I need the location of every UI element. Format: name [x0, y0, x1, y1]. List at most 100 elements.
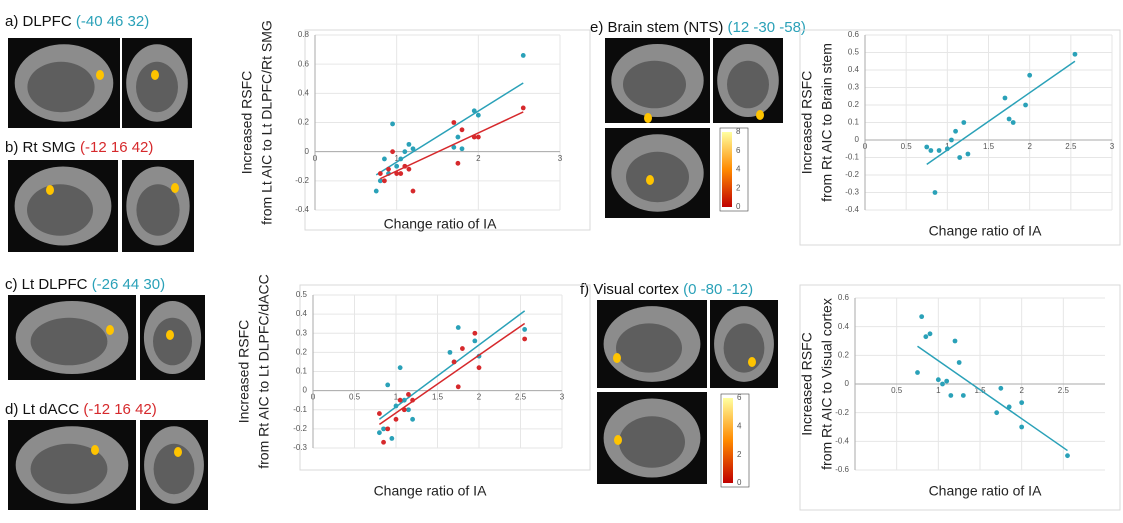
- panel-label: e) Brain stem (NTS) (12 -30 -58): [590, 19, 806, 36]
- point: [949, 138, 954, 143]
- point: [394, 171, 399, 176]
- x-tick-label: 1.5: [432, 393, 444, 402]
- point: [394, 404, 399, 409]
- point: [966, 152, 971, 157]
- point: [522, 327, 527, 332]
- point: [1073, 52, 1078, 57]
- y-tick-label: 0.5: [296, 290, 308, 299]
- panel-coords: (-12 16 42): [80, 139, 153, 156]
- x-tick-label: 1.5: [983, 142, 995, 151]
- activation: [614, 435, 622, 445]
- point: [406, 392, 411, 397]
- point: [406, 407, 411, 412]
- point: [402, 149, 407, 154]
- figure: a) DLPFC (-40 46 32) b) Rt SMG (-12 16 42…: [0, 0, 1123, 518]
- x-tick-label: 2.5: [1058, 386, 1070, 395]
- panel-label: f) Visual cortex (0 -80 -12): [580, 281, 753, 298]
- point: [961, 120, 966, 125]
- y-tick-label: 0.8: [298, 30, 310, 39]
- y-tick-label: 0.2: [298, 118, 310, 127]
- point: [378, 178, 383, 183]
- point: [398, 365, 403, 370]
- colorbar-tick: 4: [736, 165, 741, 174]
- colorbar: [722, 132, 732, 207]
- point: [385, 382, 390, 387]
- point: [402, 398, 407, 403]
- point: [953, 339, 958, 344]
- panel-title: c) Lt DLPFC: [5, 276, 88, 293]
- brain-inner: [616, 323, 682, 372]
- activation: [613, 353, 621, 363]
- brain-image: [122, 160, 194, 252]
- brain-image: [8, 295, 136, 380]
- point: [957, 155, 962, 160]
- panel-coords: (-40 46 32): [76, 13, 149, 30]
- brain-inner: [623, 61, 686, 109]
- y-axis-title: from Rt AIC to Lt DLPFC/dACC: [256, 274, 272, 469]
- brain-image: [8, 160, 118, 252]
- point: [472, 339, 477, 344]
- trendline: [379, 311, 524, 419]
- colorbar-tick: 2: [737, 450, 742, 459]
- panel-label: b) Rt SMG (-12 16 42): [5, 139, 153, 156]
- y-tick-label: -0.6: [835, 465, 849, 474]
- brain-image: [710, 300, 778, 388]
- x-tick-label: 0.5: [349, 393, 361, 402]
- x-axis-title: Change ratio of IA: [374, 483, 488, 499]
- brain-image: [605, 128, 710, 218]
- brain-image: [8, 420, 136, 510]
- point: [402, 164, 407, 169]
- colorbar-tick: 6: [736, 146, 741, 155]
- activation: [91, 445, 99, 455]
- point: [398, 398, 403, 403]
- x-axis-title: Change ratio of IA: [384, 216, 498, 232]
- y-tick-label: 0.4: [298, 88, 310, 97]
- activation: [748, 357, 756, 367]
- activation: [96, 70, 104, 80]
- point: [451, 120, 456, 125]
- y-tick-label: -0.2: [835, 408, 849, 417]
- y-tick-label: 0: [303, 386, 308, 395]
- y-tick-label: 0.2: [848, 100, 860, 109]
- point: [1003, 96, 1008, 101]
- point: [385, 426, 390, 431]
- point: [456, 135, 461, 140]
- point: [919, 314, 924, 319]
- point: [382, 178, 387, 183]
- y-tick-label: -0.1: [845, 153, 859, 162]
- brain-image: [140, 295, 205, 380]
- x-axis-title: Change ratio of IA: [929, 483, 1043, 499]
- panel-title: a) DLPFC: [5, 13, 72, 30]
- panel-coords: (12 -30 -58): [728, 19, 806, 36]
- brain-inner: [724, 323, 765, 372]
- point: [945, 146, 950, 151]
- point: [928, 148, 933, 153]
- point: [924, 145, 929, 150]
- y-tick-label: 0.5: [848, 48, 860, 57]
- y-tick-label: 0.4: [296, 309, 308, 318]
- activation: [756, 110, 764, 120]
- y-axis-title: from Rt AIC to Visual cortex: [819, 298, 835, 470]
- y-tick-label: 0: [855, 135, 860, 144]
- y-tick-label: -0.2: [293, 424, 307, 433]
- brain-image: [122, 38, 192, 128]
- panel-label: a) DLPFC (-40 46 32): [5, 13, 149, 30]
- point: [390, 149, 395, 154]
- point: [521, 106, 526, 111]
- x-axis-title: Change ratio of IA: [929, 223, 1043, 239]
- x-tick-label: 3: [558, 154, 563, 163]
- brain-image: [597, 300, 707, 388]
- x-tick-label: 1: [936, 386, 941, 395]
- point: [522, 337, 527, 342]
- brain-image: [597, 392, 707, 484]
- brain-image: [713, 38, 783, 123]
- panel-label: d) Lt dACC (-12 16 42): [5, 401, 157, 418]
- point: [407, 167, 412, 172]
- point: [472, 135, 477, 140]
- colorbar-tick: 4: [737, 421, 742, 430]
- point: [456, 325, 461, 330]
- x-tick-label: 2.5: [1065, 142, 1077, 151]
- activation: [171, 183, 179, 193]
- point: [1019, 425, 1024, 430]
- colorbar-tick: 8: [736, 127, 741, 136]
